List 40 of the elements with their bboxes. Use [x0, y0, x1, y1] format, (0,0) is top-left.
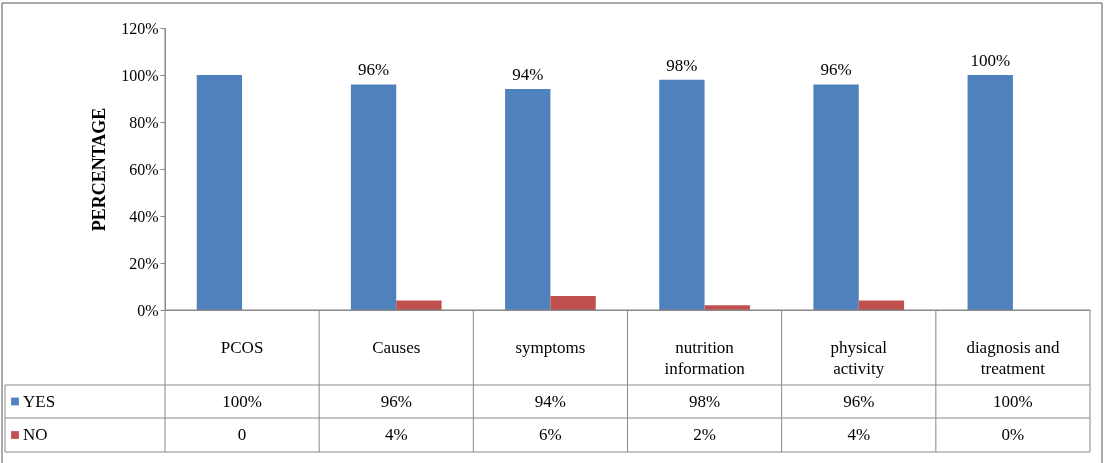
x-tick-label: PCOS: [220, 337, 264, 357]
annotation: 98%: [666, 55, 698, 75]
data-label: 6%: [539, 425, 562, 444]
data-label: 0: [237, 425, 247, 444]
bar: [550, 295, 596, 310]
annotation: 96%: [357, 60, 390, 80]
legend-label: NO: [23, 425, 48, 444]
data-label: 4%: [847, 425, 871, 444]
annotation: 100%: [970, 51, 1011, 70]
bar: [659, 79, 705, 310]
x-tick-label: physical activity: [830, 337, 888, 378]
bar: [505, 89, 551, 310]
data-label: 96%: [843, 391, 875, 411]
y-tick-label: 20%: [129, 254, 159, 272]
data-label: 0%: [1001, 425, 1025, 444]
data-label: 100%: [222, 391, 262, 411]
data-label: 98%: [689, 391, 721, 411]
annotation: 96%: [820, 60, 852, 80]
data-label: 100%: [993, 391, 1033, 411]
y-tick-label: 100%: [121, 66, 159, 84]
bar: [350, 84, 397, 310]
annotation: 94%: [512, 65, 544, 85]
y-tick-label: 0%: [137, 301, 159, 319]
data-label: 2%: [693, 425, 716, 444]
x-tick-label: Causes: [372, 337, 421, 357]
data-label: 4%: [384, 425, 408, 444]
y-axis-title: PERCENTAGE: [89, 107, 110, 232]
x-tick-label: nutrition information: [664, 337, 746, 378]
y-tick-label: 120%: [121, 19, 159, 37]
data-label: 96%: [380, 391, 412, 411]
x-tick-label: diagnosis and treatment: [966, 337, 1060, 378]
bar: [813, 84, 859, 310]
y-tick-label: 40%: [129, 207, 159, 225]
bar: [196, 75, 243, 310]
y-tick-label: 80%: [129, 113, 159, 131]
x-tick-label: symptoms: [515, 337, 586, 357]
data-label: 94%: [534, 391, 566, 411]
legend-label: YES: [23, 391, 56, 411]
bar: [967, 75, 1013, 310]
y-tick-label: 60%: [129, 160, 159, 178]
